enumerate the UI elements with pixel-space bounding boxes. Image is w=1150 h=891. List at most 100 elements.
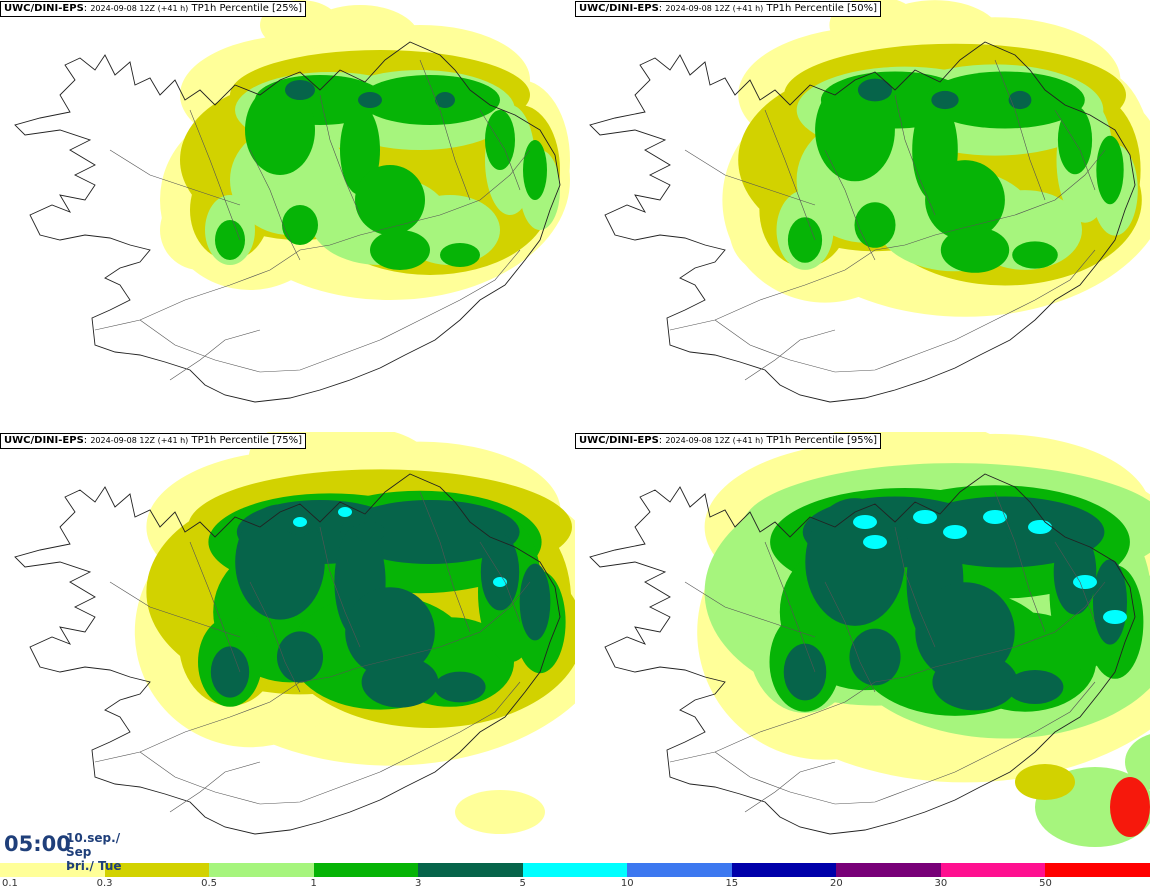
precip-peak bbox=[1103, 610, 1127, 624]
road-line bbox=[684, 149, 816, 206]
precip-contour bbox=[931, 90, 959, 110]
precip-contour bbox=[480, 533, 520, 611]
precip-field bbox=[160, 0, 570, 300]
precip-peak bbox=[1028, 520, 1052, 534]
road-line bbox=[189, 109, 241, 241]
model-name: UWC/DINI-EPS bbox=[579, 435, 659, 446]
run-info: 2024-09-08 12Z (+41 h) bbox=[90, 4, 189, 13]
title-separator: : bbox=[83, 435, 91, 446]
precip-peak bbox=[943, 525, 967, 539]
road-line bbox=[669, 149, 1106, 331]
legend-label: 3 bbox=[414, 878, 422, 889]
legend-label: 0.5 bbox=[201, 878, 218, 889]
legend-label: 30 bbox=[934, 878, 948, 889]
road-line bbox=[714, 681, 1096, 805]
precip-contour bbox=[434, 671, 486, 703]
panel-title: UWC/DINI-EPS: 2024-09-08 12Z (+41 h) TP1… bbox=[0, 1, 307, 17]
legend-swatch bbox=[522, 863, 629, 877]
legend-swatch bbox=[940, 863, 1047, 877]
field-name: TP1h Percentile [75%] bbox=[188, 435, 303, 446]
valid-date-line1: 10.sep./ Sep bbox=[66, 831, 121, 859]
precipitation-map bbox=[14, 0, 570, 403]
road-line bbox=[419, 491, 471, 633]
precip-contour bbox=[925, 160, 1005, 240]
precip-contour bbox=[940, 227, 1010, 273]
precip-peak bbox=[913, 510, 937, 524]
road-line bbox=[824, 149, 876, 261]
precip-contour bbox=[1092, 559, 1128, 645]
road-line bbox=[684, 581, 816, 638]
precip-contour bbox=[1005, 520, 1035, 544]
road-line bbox=[249, 149, 301, 261]
precip-contour bbox=[370, 230, 430, 270]
road-line bbox=[994, 59, 1046, 201]
legend-label: 10 bbox=[620, 878, 634, 889]
legend-swatch bbox=[209, 863, 315, 877]
run-info: 2024-09-08 12Z (+41 h) bbox=[665, 4, 764, 13]
color-legend: 0.1 0.3 0.5 1 3 5 10 15 20 30 50 bbox=[0, 863, 1150, 891]
legend-label: 50 bbox=[1039, 878, 1052, 889]
precip-contour bbox=[340, 500, 520, 564]
precip-contour bbox=[245, 85, 315, 175]
road-line bbox=[319, 526, 361, 648]
precip-field bbox=[722, 0, 1150, 317]
legend-swatch bbox=[418, 863, 524, 877]
road-line bbox=[94, 581, 531, 763]
road-line bbox=[109, 149, 241, 206]
precip-peak bbox=[1110, 777, 1150, 837]
precip-contour bbox=[523, 140, 547, 200]
precip-contour bbox=[358, 92, 382, 108]
run-info: 2024-09-08 12Z (+41 h) bbox=[90, 436, 189, 445]
road-line bbox=[169, 329, 261, 381]
road-line bbox=[764, 109, 816, 241]
precip-contour bbox=[355, 165, 425, 235]
precip-contour bbox=[360, 75, 500, 125]
road-line bbox=[824, 581, 876, 693]
title-separator: : bbox=[658, 435, 666, 446]
precip-contour bbox=[1125, 734, 1150, 790]
precip-contour bbox=[1057, 105, 1093, 175]
precip-contour bbox=[1012, 241, 1058, 269]
legend-swatch bbox=[0, 863, 106, 877]
map-panel: UWC/DINI-EPS: 2024-09-08 12Z (+41 h) TP1… bbox=[0, 432, 575, 864]
precip-contour bbox=[925, 71, 1085, 129]
precip-contour bbox=[1006, 669, 1064, 705]
road-line bbox=[994, 491, 1046, 633]
road-line bbox=[894, 526, 936, 648]
road-line bbox=[109, 581, 241, 638]
precip-contour bbox=[432, 521, 458, 543]
precip-contour bbox=[1008, 90, 1032, 110]
precipitation-map bbox=[589, 432, 1150, 847]
precip-contour bbox=[285, 80, 315, 100]
road-line bbox=[1054, 109, 1096, 191]
valid-time-box: 05:00 10.sep./ Sep Þri./ Tue bbox=[0, 828, 140, 873]
road-line bbox=[894, 94, 936, 216]
legend-label: 0.3 bbox=[96, 878, 113, 889]
precip-contour bbox=[787, 217, 823, 263]
valid-date-line2: Þri./ Tue bbox=[66, 859, 122, 873]
legend-label: 20 bbox=[829, 878, 843, 889]
precip-contour bbox=[1015, 764, 1075, 800]
valid-time: 05:00 bbox=[4, 832, 71, 856]
legend-label: 1 bbox=[310, 878, 317, 889]
precip-contour bbox=[857, 78, 893, 102]
precip-contour bbox=[276, 631, 324, 683]
precip-contour bbox=[361, 656, 439, 708]
run-info: 2024-09-08 12Z (+41 h) bbox=[665, 436, 764, 445]
precip-contour bbox=[210, 646, 250, 698]
road-line bbox=[744, 761, 836, 813]
precip-peak bbox=[338, 507, 352, 517]
precip-field bbox=[134, 432, 575, 834]
precip-contour bbox=[849, 628, 901, 686]
road-line bbox=[189, 541, 241, 673]
road-line bbox=[419, 59, 471, 201]
precip-contour bbox=[282, 205, 318, 245]
road-line bbox=[1054, 541, 1096, 623]
field-name: TP1h Percentile [25%] bbox=[188, 3, 303, 14]
precip-contour bbox=[932, 653, 1018, 711]
precip-contour bbox=[783, 643, 827, 701]
model-name: UWC/DINI-EPS bbox=[579, 3, 659, 14]
field-name: TP1h Percentile [50%] bbox=[763, 3, 878, 14]
panel-title: UWC/DINI-EPS: 2024-09-08 12Z (+41 h) TP1… bbox=[575, 1, 882, 17]
legend-swatch bbox=[731, 863, 838, 877]
